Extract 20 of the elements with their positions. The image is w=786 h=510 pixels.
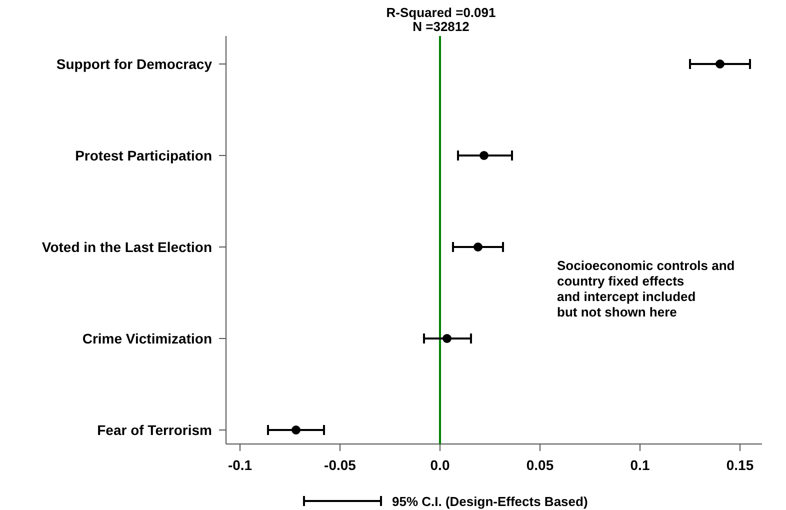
x-tick-label: 0.15 [726,457,754,473]
x-tick-label: -0.1 [228,457,252,473]
chart-title: R-Squared =0.091 [386,5,496,20]
point [716,60,724,68]
y-tick-label: Support for Democracy [56,56,212,72]
y-tick-label: Fear of Terrorism [97,422,212,438]
x-tick-label: 0.0 [430,457,450,473]
point [480,151,488,160]
chart-subtitle: N =32812 [412,19,470,34]
point [442,334,452,343]
y-tick-label: Voted in the Last Election [42,239,212,255]
x-tick-label: 0.1 [630,457,650,473]
annotation: Socioeconomic controls and country fixed effects and intercept included but not shown here [557,258,735,320]
y-tick-label: Crime Victimization [82,330,212,346]
legend-label: 95% C.I. (Design-Effects Based) [392,494,588,509]
x-tick-label: 0.05 [526,457,554,473]
point [292,426,300,434]
y-tick-label: Protest Participation [75,148,212,164]
point [474,242,482,252]
x-tick-label: -0.05 [324,457,356,473]
